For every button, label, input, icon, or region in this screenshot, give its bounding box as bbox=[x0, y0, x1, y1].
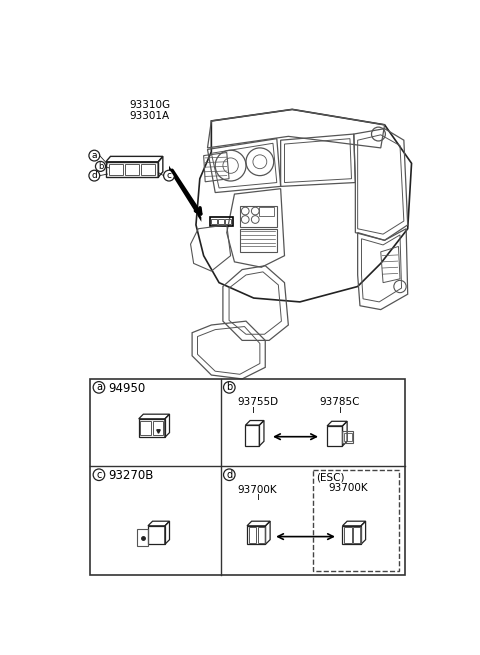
Circle shape bbox=[93, 382, 105, 393]
Text: a: a bbox=[96, 383, 102, 392]
Bar bbox=[90, 379, 405, 575]
Text: 93270B: 93270B bbox=[108, 470, 154, 482]
Bar bbox=[259, 207, 275, 216]
Bar bbox=[249, 527, 256, 543]
Bar bbox=[258, 527, 265, 543]
Bar bbox=[210, 217, 233, 226]
Bar bbox=[344, 527, 352, 543]
Circle shape bbox=[96, 161, 106, 172]
Circle shape bbox=[224, 469, 235, 481]
Bar bbox=[240, 229, 277, 252]
Circle shape bbox=[89, 170, 100, 181]
Text: 93755D: 93755D bbox=[238, 398, 279, 407]
Bar bbox=[218, 219, 224, 224]
Polygon shape bbox=[169, 166, 201, 222]
Text: b: b bbox=[98, 162, 103, 171]
Text: d: d bbox=[91, 171, 97, 180]
Bar bbox=[353, 527, 361, 543]
Bar bbox=[225, 219, 230, 224]
Text: 93700K: 93700K bbox=[238, 485, 277, 495]
Bar bbox=[153, 421, 163, 435]
Text: b: b bbox=[226, 383, 232, 392]
Text: c: c bbox=[167, 171, 171, 180]
Bar bbox=[211, 219, 217, 224]
Bar bbox=[240, 206, 277, 227]
Bar bbox=[344, 433, 352, 441]
Text: d: d bbox=[226, 470, 232, 479]
Text: 93700K: 93700K bbox=[328, 483, 368, 493]
Bar bbox=[313, 470, 399, 571]
Circle shape bbox=[89, 150, 100, 161]
Text: 93310G: 93310G bbox=[129, 100, 170, 110]
Circle shape bbox=[164, 170, 174, 181]
Bar bbox=[109, 164, 123, 175]
Circle shape bbox=[93, 469, 105, 481]
Bar bbox=[125, 164, 139, 175]
Text: 93785C: 93785C bbox=[319, 398, 360, 407]
Text: (ESC): (ESC) bbox=[316, 472, 344, 483]
Text: a: a bbox=[92, 151, 97, 160]
Text: 94950: 94950 bbox=[108, 382, 145, 395]
Text: c: c bbox=[96, 470, 102, 479]
Circle shape bbox=[224, 382, 235, 393]
Bar bbox=[141, 164, 155, 175]
Text: 93301A: 93301A bbox=[129, 111, 169, 121]
Bar bbox=[140, 421, 151, 435]
